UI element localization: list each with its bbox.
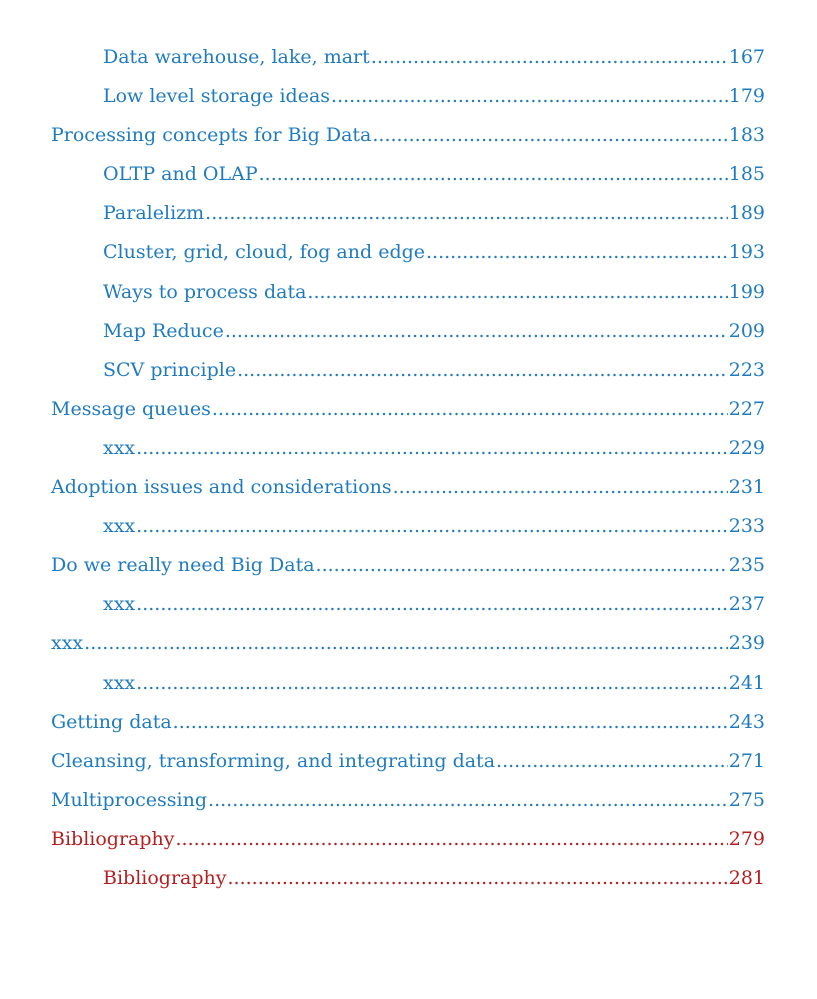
toc-entry[interactable]: Bibliography 279: [51, 820, 765, 859]
toc-entry-title: xxx: [51, 632, 84, 655]
toc-page-number: 279: [728, 827, 765, 850]
toc-entry[interactable]: xxx 237: [51, 585, 765, 624]
toc-entry-title: xxx: [103, 515, 136, 538]
toc-dot-leader: [84, 624, 728, 663]
toc-page-number: 223: [728, 358, 765, 381]
toc-entry-title: xxx: [103, 671, 136, 694]
toc-dot-leader: [393, 468, 728, 507]
toc-page-number: 275: [728, 788, 765, 811]
toc-dot-leader: [237, 351, 728, 390]
toc-dot-leader: [259, 155, 728, 194]
toc-dot-leader: [496, 742, 728, 781]
toc-page-number: 193: [728, 241, 765, 264]
toc-entry-title: Map Reduce: [103, 319, 224, 342]
toc-entry-title: Ways to process data: [103, 280, 307, 303]
toc-dot-leader: [136, 664, 728, 703]
toc-entry-title: OLTP and OLAP: [103, 163, 258, 186]
toc-entry[interactable]: OLTP and OLAP 185: [51, 155, 765, 194]
toc-page-number: 167: [728, 46, 765, 68]
toc-dot-leader: [316, 546, 728, 585]
toc-dot-leader: [331, 77, 728, 116]
toc-page-number: 233: [728, 515, 765, 538]
toc-entry[interactable]: Map Reduce 209: [51, 312, 765, 351]
toc-entry[interactable]: Low level storage ideas 179: [51, 77, 765, 116]
toc-page-number: 183: [728, 124, 765, 147]
toc-entry-title: Bibliography: [51, 827, 175, 850]
toc-page-number: 185: [728, 163, 765, 186]
toc-dot-leader: [228, 859, 728, 898]
toc-page-number: 243: [728, 710, 765, 733]
toc-page-number: 229: [728, 436, 765, 459]
toc-page-number: 231: [728, 476, 765, 499]
toc-entry-title: Message queues: [51, 397, 211, 420]
toc-dot-leader: [426, 233, 728, 272]
toc-entry[interactable]: Paralelizm 189: [51, 194, 765, 233]
toc-entry-title: Data warehouse, lake, mart: [103, 46, 370, 68]
toc-entry[interactable]: Cleansing, transforming, and integrating…: [51, 742, 765, 781]
toc-dot-leader: [173, 703, 728, 742]
toc-entry[interactable]: xxx 229: [51, 429, 765, 468]
toc-dot-leader: [212, 390, 728, 429]
toc-page-number: 237: [728, 593, 765, 616]
toc-entry-title: Bibliography: [103, 866, 227, 889]
toc-page-number: 241: [728, 671, 765, 694]
toc-dot-leader: [372, 116, 727, 155]
toc-dot-leader: [136, 507, 728, 546]
toc-entry[interactable]: SCV principle 223: [51, 351, 765, 390]
toc-entry-title: xxx: [103, 593, 136, 616]
toc-entry-title: Processing concepts for Big Data: [51, 124, 372, 147]
toc-entry[interactable]: Cluster, grid, cloud, fog and edge 193: [51, 233, 765, 272]
toc-page-number: 239: [728, 632, 765, 655]
toc-entry-title: Cluster, grid, cloud, fog and edge: [103, 241, 426, 264]
toc-entry-title: Getting data: [51, 710, 172, 733]
toc-dot-leader: [176, 820, 728, 859]
toc-dot-leader: [208, 781, 728, 820]
toc-page-number: 271: [728, 749, 765, 772]
toc-dot-leader: [205, 194, 728, 233]
toc-page-number: 281: [728, 866, 765, 889]
toc-dot-leader: [307, 273, 727, 312]
toc-entry[interactable]: xxx 233: [51, 507, 765, 546]
toc-page-number: 227: [728, 397, 765, 420]
toc-entry[interactable]: Do we really need Big Data 235: [51, 546, 765, 585]
toc-dot-leader: [225, 312, 728, 351]
toc-entry[interactable]: Ways to process data 199: [51, 273, 765, 312]
toc-entry-title: Multiprocessing: [51, 788, 208, 811]
toc-page-number: 199: [728, 280, 765, 303]
toc-entry-title: Paralelizm: [103, 202, 205, 225]
toc-entry[interactable]: Multiprocessing 275: [51, 781, 765, 820]
toc-page-number: 209: [728, 319, 765, 342]
toc-entry[interactable]: Bibliography 281: [51, 859, 765, 898]
toc-page-number: 235: [728, 554, 765, 577]
toc-entry-title: SCV principle: [103, 358, 237, 381]
toc-entry[interactable]: xxx 241: [51, 664, 765, 703]
toc-dot-leader: [136, 429, 728, 468]
toc-dot-leader: [136, 585, 728, 624]
toc-entry-title: Do we really need Big Data: [51, 554, 315, 577]
toc-entry[interactable]: Adoption issues and considerations 231: [51, 468, 765, 507]
toc-entry-title: xxx: [103, 436, 136, 459]
table-of-contents: Data warehouse, lake, mart 167 Low level …: [51, 38, 765, 898]
toc-entry[interactable]: Processing concepts for Big Data 183: [51, 116, 765, 155]
toc-dot-leader: [371, 38, 728, 77]
toc-entry[interactable]: xxx 239: [51, 624, 765, 663]
toc-entry[interactable]: Message queues 227: [51, 390, 765, 429]
toc-entry-title: Low level storage ideas: [103, 85, 331, 108]
toc-page-number: 179: [728, 85, 765, 108]
toc-page-number: 189: [728, 202, 765, 225]
toc-entry-title: Adoption issues and considerations: [51, 476, 392, 499]
toc-entry[interactable]: Data warehouse, lake, mart 167: [51, 38, 765, 77]
toc-entry-title: Cleansing, transforming, and integrating…: [51, 749, 496, 772]
toc-entry[interactable]: Getting data 243: [51, 703, 765, 742]
